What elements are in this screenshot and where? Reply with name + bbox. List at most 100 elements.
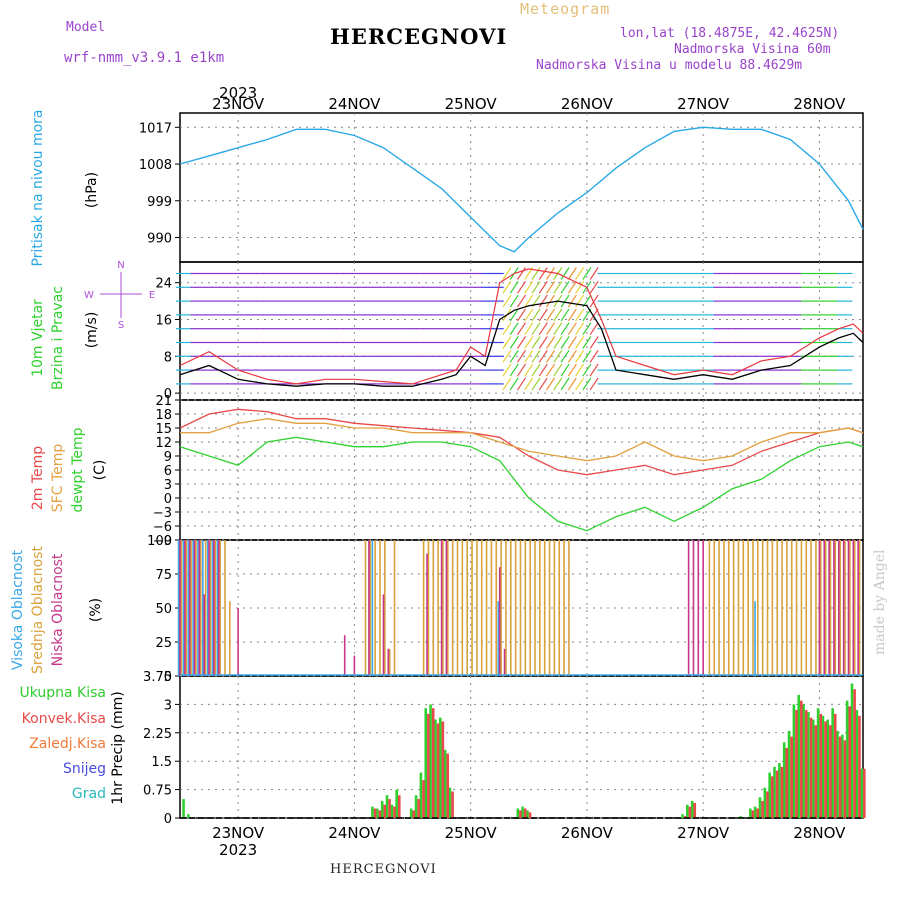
precip-bar-total <box>187 814 190 818</box>
wind-arrow <box>560 349 570 363</box>
wind-arrow <box>509 349 519 363</box>
precip-bar-total <box>429 704 432 818</box>
precip-bar-total <box>390 804 394 818</box>
temp-dewpt-line <box>179 436 864 532</box>
wind-arrow <box>589 294 599 308</box>
coords-label: lon,lat (18.4875E, 42.4625N) <box>620 26 840 41</box>
cloud-ylabel-low: Niska Oblacnost <box>50 553 66 666</box>
precip-bar-total <box>831 708 834 818</box>
temp-2m-line <box>179 408 864 476</box>
wind-arrow <box>538 349 548 363</box>
temp-ylabel-dewpt: dewpt Temp <box>70 427 86 512</box>
wind-arrow <box>567 349 577 363</box>
x-tick-label-bottom: 23NOV <box>212 824 265 842</box>
wind-ylabel-2: Brzina i Pravac <box>50 286 66 390</box>
wind-ylabel-1: 10m Vjetar <box>30 299 46 377</box>
precip-bar-total <box>811 719 815 818</box>
wind-arrow <box>575 336 585 349</box>
wind-unit-label: (m/s) <box>84 312 100 349</box>
wind-arrow <box>502 280 512 294</box>
precip-bar-total <box>739 816 742 818</box>
panel-clouds <box>175 539 864 677</box>
precip-bar-total <box>816 708 820 818</box>
precip-bar-total <box>860 768 863 818</box>
wind-arrow <box>553 349 563 363</box>
temp-unit-label: (C) <box>92 460 108 481</box>
wind-arrow <box>531 349 541 363</box>
wind-arrow <box>575 267 585 280</box>
wind-arrow <box>560 280 570 294</box>
precip-bar-total <box>850 683 854 818</box>
precip-bar-conv <box>523 808 527 818</box>
precip-bar-total <box>782 742 786 818</box>
wind-arrow <box>582 267 592 280</box>
y-tick-label: 3.75 <box>143 670 172 685</box>
precip-bar-total <box>376 808 379 818</box>
precip-bar-conv <box>824 721 827 818</box>
wind-arrow <box>517 336 526 349</box>
wind-arrow <box>560 336 570 349</box>
wind-arrow <box>582 377 592 391</box>
wind-arrow <box>567 377 577 391</box>
cloud-ylabel-mid: Srednja Oblacnost <box>30 546 46 674</box>
precip-legend-1: Konvek.Kisa <box>22 711 106 727</box>
wind-arrow <box>546 280 556 294</box>
wind-arrow <box>589 322 599 336</box>
wind-arrow <box>589 363 599 377</box>
wind-arrow <box>531 322 541 336</box>
precip-bar-conv <box>528 812 532 818</box>
wind-arrow <box>553 308 563 322</box>
wind-arrow <box>524 349 534 363</box>
wind-arrow <box>553 280 563 294</box>
precip-legend-3: Snijeg <box>63 761 106 777</box>
wind-arrow <box>531 377 541 391</box>
y-tick-label: 0 <box>164 812 172 827</box>
y-tick-label: 12 <box>155 436 172 451</box>
wind-arrow <box>589 336 599 349</box>
wind-arrow <box>509 294 519 308</box>
rose-w: W <box>84 290 94 301</box>
precip-bar-conv <box>383 804 387 818</box>
precip-bar-total <box>763 787 767 818</box>
wind-arrow <box>524 363 534 377</box>
precip-bar-total <box>395 789 398 818</box>
precip-bar-total <box>758 797 762 818</box>
wind-arrow <box>524 308 534 322</box>
wind-arrow <box>524 294 534 308</box>
wind-arrow <box>502 349 512 363</box>
wind-arrow <box>553 336 563 349</box>
precip-bar-total <box>443 749 447 818</box>
wind-arrow <box>517 377 526 391</box>
pressure-line <box>179 126 864 253</box>
wind-arrow <box>560 377 570 391</box>
precip-bar-conv <box>422 780 425 818</box>
precip-bar-conv <box>431 708 435 818</box>
precip-bar-total <box>807 711 810 818</box>
precip-bar-conv <box>766 791 769 818</box>
y-tick-label: 2.25 <box>143 727 172 742</box>
precip-bar-total <box>686 804 689 818</box>
precip-bar-conv <box>393 806 396 818</box>
x-tick-label-bottom: 25NOV <box>445 824 498 842</box>
precip-bar-conv <box>829 725 832 818</box>
precip-bar-conv <box>446 753 450 818</box>
wind-arrow <box>509 308 519 322</box>
model-label: Model <box>66 20 106 35</box>
precip-bar-total <box>778 763 781 818</box>
precip-bar-total <box>768 772 771 818</box>
x-tick-label-top: 24NOV <box>328 95 381 113</box>
panel-precipitation <box>175 675 864 819</box>
wind-arrow <box>509 363 519 377</box>
precip-bar-conv <box>853 689 856 818</box>
wind-direction-legend <box>100 272 142 318</box>
panel-wind <box>175 261 864 401</box>
precip-bar-conv <box>838 736 842 818</box>
y-tick-label: 24 <box>155 277 172 292</box>
y-tick-label: 75 <box>155 568 172 583</box>
y-tick-label: 15 <box>155 422 172 437</box>
wind-arrow <box>531 280 541 294</box>
y-tick-label: 21 <box>155 394 172 409</box>
wind-arrow <box>509 322 519 336</box>
precip-bar-conv <box>683 816 687 818</box>
wind-arrow <box>582 322 592 336</box>
